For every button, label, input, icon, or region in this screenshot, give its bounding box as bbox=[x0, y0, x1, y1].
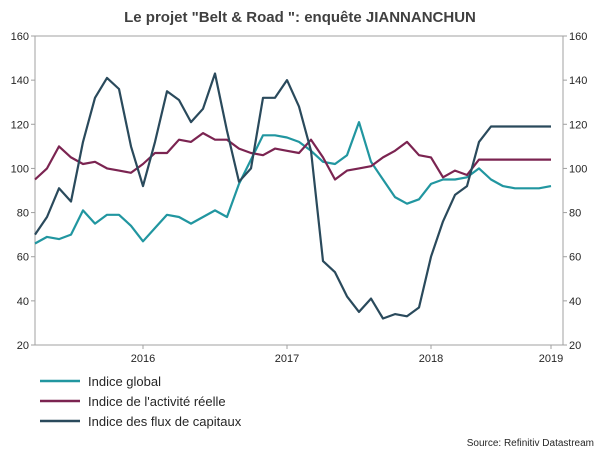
y-tick-label-right: 80 bbox=[569, 208, 581, 220]
y-tick-label-right: 60 bbox=[569, 252, 581, 264]
y-tick-label-left: 60 bbox=[17, 252, 29, 264]
plot-area bbox=[34, 35, 564, 346]
x-tick-label: 2017 bbox=[275, 353, 299, 365]
x-axis: 2016 2017 2018 2019 bbox=[131, 345, 563, 365]
legend-label-2: Indice de l'activité réelle bbox=[88, 394, 226, 409]
series-lines bbox=[34, 72, 552, 320]
legend-label-3: Indice des flux de capitaux bbox=[88, 414, 242, 429]
source-note: Source: Refinitiv Datastream bbox=[467, 438, 594, 449]
y-tick-label-left: 20 bbox=[17, 340, 29, 352]
y-tick-label-right: 20 bbox=[569, 340, 581, 352]
y-tick-label-left: 40 bbox=[17, 296, 29, 308]
y-tick-label-right: 120 bbox=[569, 119, 587, 131]
y-tick-label-right: 160 bbox=[569, 31, 587, 43]
y-tick-label-right: 100 bbox=[569, 163, 587, 175]
y-tick-label-left: 80 bbox=[17, 208, 29, 220]
y-axis-right: 20 40 60 80 100 120 140 160 bbox=[563, 31, 587, 352]
y-tick-label-left: 100 bbox=[11, 163, 29, 175]
legend: Indice global Indice de l'activité réelle… bbox=[40, 374, 242, 429]
y-tick-label-left: 140 bbox=[11, 75, 29, 87]
y-tick-label-left: 120 bbox=[11, 119, 29, 131]
x-tick-label: 2018 bbox=[419, 353, 443, 365]
chart-title: Le projet "Belt & Road ": enquête JIANNA… bbox=[124, 9, 476, 26]
y-axis-left: 20 40 60 80 100 120 140 160 bbox=[11, 31, 35, 352]
x-tick-label: 2019 bbox=[539, 353, 563, 365]
y-tick-label-left: 160 bbox=[11, 31, 29, 43]
series-line-2 bbox=[34, 132, 551, 181]
y-tick-label-right: 40 bbox=[569, 296, 581, 308]
series-line-1 bbox=[34, 120, 552, 245]
legend-label-1: Indice global bbox=[88, 374, 161, 389]
series-line-3 bbox=[34, 72, 551, 320]
y-tick-label-right: 140 bbox=[569, 75, 587, 87]
x-tick-label: 2016 bbox=[131, 353, 155, 365]
